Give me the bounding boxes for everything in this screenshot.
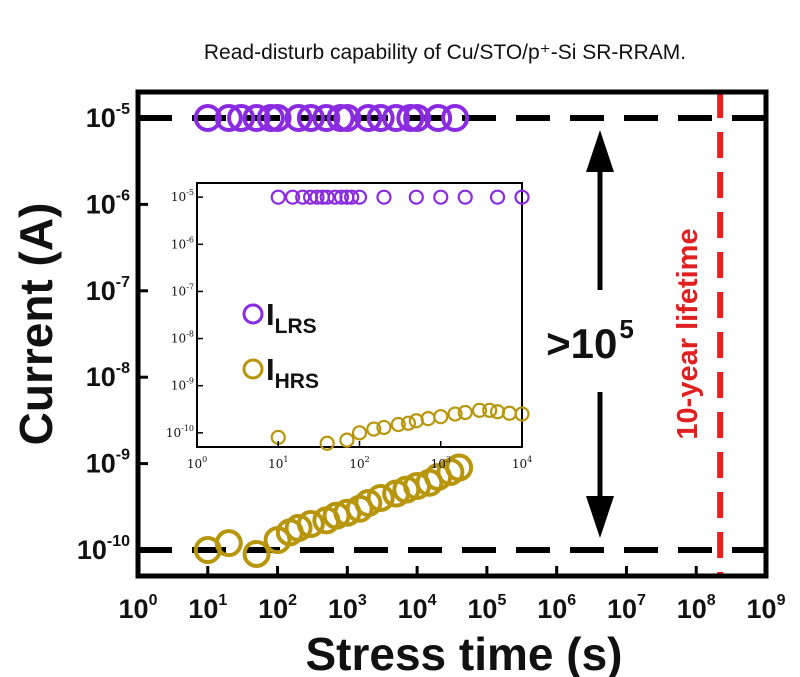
x-tick-label: 106 bbox=[537, 592, 576, 624]
inset-legend-label: ILRS bbox=[266, 297, 317, 338]
y-tick-label: 10-7 bbox=[86, 274, 130, 306]
inset-frame bbox=[196, 182, 523, 448]
lrs-point bbox=[227, 104, 256, 133]
inset-lrs-point bbox=[376, 189, 392, 205]
lrs-point bbox=[366, 104, 395, 133]
lrs-point bbox=[284, 104, 313, 133]
lrs-point bbox=[333, 104, 362, 133]
main-axes: 100 101 102 103 104 105 106 107 108 10910-510-610… bbox=[10, 89, 786, 677]
y-tick-label: 10-8 bbox=[86, 360, 130, 392]
hrs-point bbox=[354, 488, 383, 517]
inset-lrs-point bbox=[327, 189, 343, 205]
inset-lrs-point bbox=[489, 189, 506, 205]
inset-lrs-point bbox=[284, 189, 301, 205]
inset-hrs-point bbox=[339, 432, 355, 448]
main-frame bbox=[135, 89, 769, 579]
lrs-point bbox=[296, 104, 325, 133]
x-tick-label: 103 bbox=[328, 592, 367, 624]
lrs-point bbox=[312, 104, 341, 133]
inset-y-tick-label: 10-7 bbox=[171, 282, 194, 298]
hrs-point bbox=[296, 509, 325, 538]
y-tick-label: 10-6 bbox=[86, 187, 130, 219]
inset-y-tick-label: 10-6 bbox=[171, 235, 194, 251]
inset-y-tick-label: 10-10 bbox=[166, 424, 194, 440]
x-tick-label: 102 bbox=[258, 592, 297, 624]
inset-lrs-point bbox=[302, 189, 319, 205]
inset-legend-marker bbox=[242, 358, 264, 380]
inset-hrs-point bbox=[390, 416, 406, 433]
y-tick-label: 10-5 bbox=[86, 101, 130, 133]
inset-lrs-point bbox=[319, 189, 335, 205]
inset-plot: 100 101 102 103 104 10-5 10-6 10-7 10-8 10-9 10-10… bbox=[166, 182, 532, 471]
inset-lrs-point bbox=[333, 189, 350, 205]
inset-x-tick-label: 103 bbox=[431, 455, 451, 471]
inset-hrs-point bbox=[366, 421, 382, 437]
inset-legend-label: IHRS bbox=[266, 352, 319, 393]
x-tick-label: 101 bbox=[188, 592, 227, 624]
inset-lrs-point bbox=[270, 189, 286, 205]
y-tick-label: 10-9 bbox=[86, 447, 130, 479]
y-axis-title: Current (A) bbox=[10, 203, 62, 446]
inset-y-tick-label: 10-9 bbox=[171, 377, 194, 393]
inset-hrs-point bbox=[351, 425, 368, 441]
lrs-point bbox=[193, 104, 222, 133]
lrs-point bbox=[403, 104, 432, 133]
hrs-point bbox=[214, 529, 243, 558]
inset-x-tick-label: 104 bbox=[512, 455, 532, 471]
inset-lrs-point bbox=[351, 189, 368, 205]
hrs-point bbox=[284, 513, 313, 542]
inset-x-tick-label: 100 bbox=[187, 455, 207, 471]
main-data-points bbox=[193, 104, 474, 568]
inset-hrs-point bbox=[482, 402, 498, 418]
hrs-point bbox=[366, 483, 395, 512]
inset-hrs-point bbox=[319, 435, 335, 451]
inset-x-tick-label: 102 bbox=[349, 455, 369, 471]
ratio-arrowhead-up bbox=[586, 130, 614, 173]
inset-lrs-point bbox=[514, 189, 530, 205]
ratio-arrowhead-down bbox=[586, 495, 614, 538]
x-tick-label: 105 bbox=[467, 592, 506, 624]
inset-lrs-point bbox=[433, 189, 449, 205]
lrs-point bbox=[382, 104, 411, 133]
y-tick-label: 10-10 bbox=[77, 533, 130, 565]
inset-hrs-point bbox=[457, 404, 473, 421]
inset-hrs-point bbox=[376, 419, 392, 436]
inset-hrs-point bbox=[400, 415, 417, 431]
lrs-point bbox=[214, 104, 243, 133]
inset-legend-marker bbox=[242, 303, 264, 325]
x-tick-label: 107 bbox=[607, 592, 646, 624]
inset-y-tick-label: 10-5 bbox=[171, 188, 194, 204]
inset-lrs-point bbox=[344, 189, 360, 205]
figure-caption: Read-disturb capability of Cu/STO/p⁺-Si … bbox=[204, 41, 686, 64]
hrs-point bbox=[242, 539, 271, 568]
inset-y-tick-label: 10-8 bbox=[171, 330, 194, 346]
x-tick-label: 104 bbox=[398, 592, 437, 624]
x-tick-label: 100 bbox=[119, 592, 158, 624]
lifetime-annotation: 10-year lifetime bbox=[672, 228, 704, 439]
ratio-annotation: >105 bbox=[546, 314, 634, 367]
inset-lrs-point bbox=[295, 189, 311, 205]
inset-lrs-point bbox=[408, 189, 424, 205]
lrs-point bbox=[441, 104, 470, 133]
inset-hrs-point bbox=[514, 406, 530, 422]
inset-hrs-point bbox=[433, 409, 449, 425]
reference-lines bbox=[138, 92, 766, 576]
inset-lrs-point bbox=[457, 189, 473, 205]
inset-x-tick-label: 101 bbox=[268, 455, 288, 471]
inset-hrs-point bbox=[471, 402, 488, 418]
hrs-point bbox=[445, 453, 474, 482]
x-axis-title: Stress time (s) bbox=[305, 628, 622, 677]
x-tick-label: 108 bbox=[677, 592, 716, 624]
x-tick-label: 109 bbox=[747, 592, 786, 624]
lrs-point bbox=[263, 104, 292, 133]
lrs-point bbox=[424, 104, 453, 133]
lrs-point bbox=[354, 104, 383, 133]
inset-hrs-point bbox=[447, 406, 463, 422]
lrs-point bbox=[242, 104, 271, 133]
annotations: >105 10-year lifetime bbox=[546, 130, 704, 538]
inset-lrs-point bbox=[309, 189, 325, 205]
